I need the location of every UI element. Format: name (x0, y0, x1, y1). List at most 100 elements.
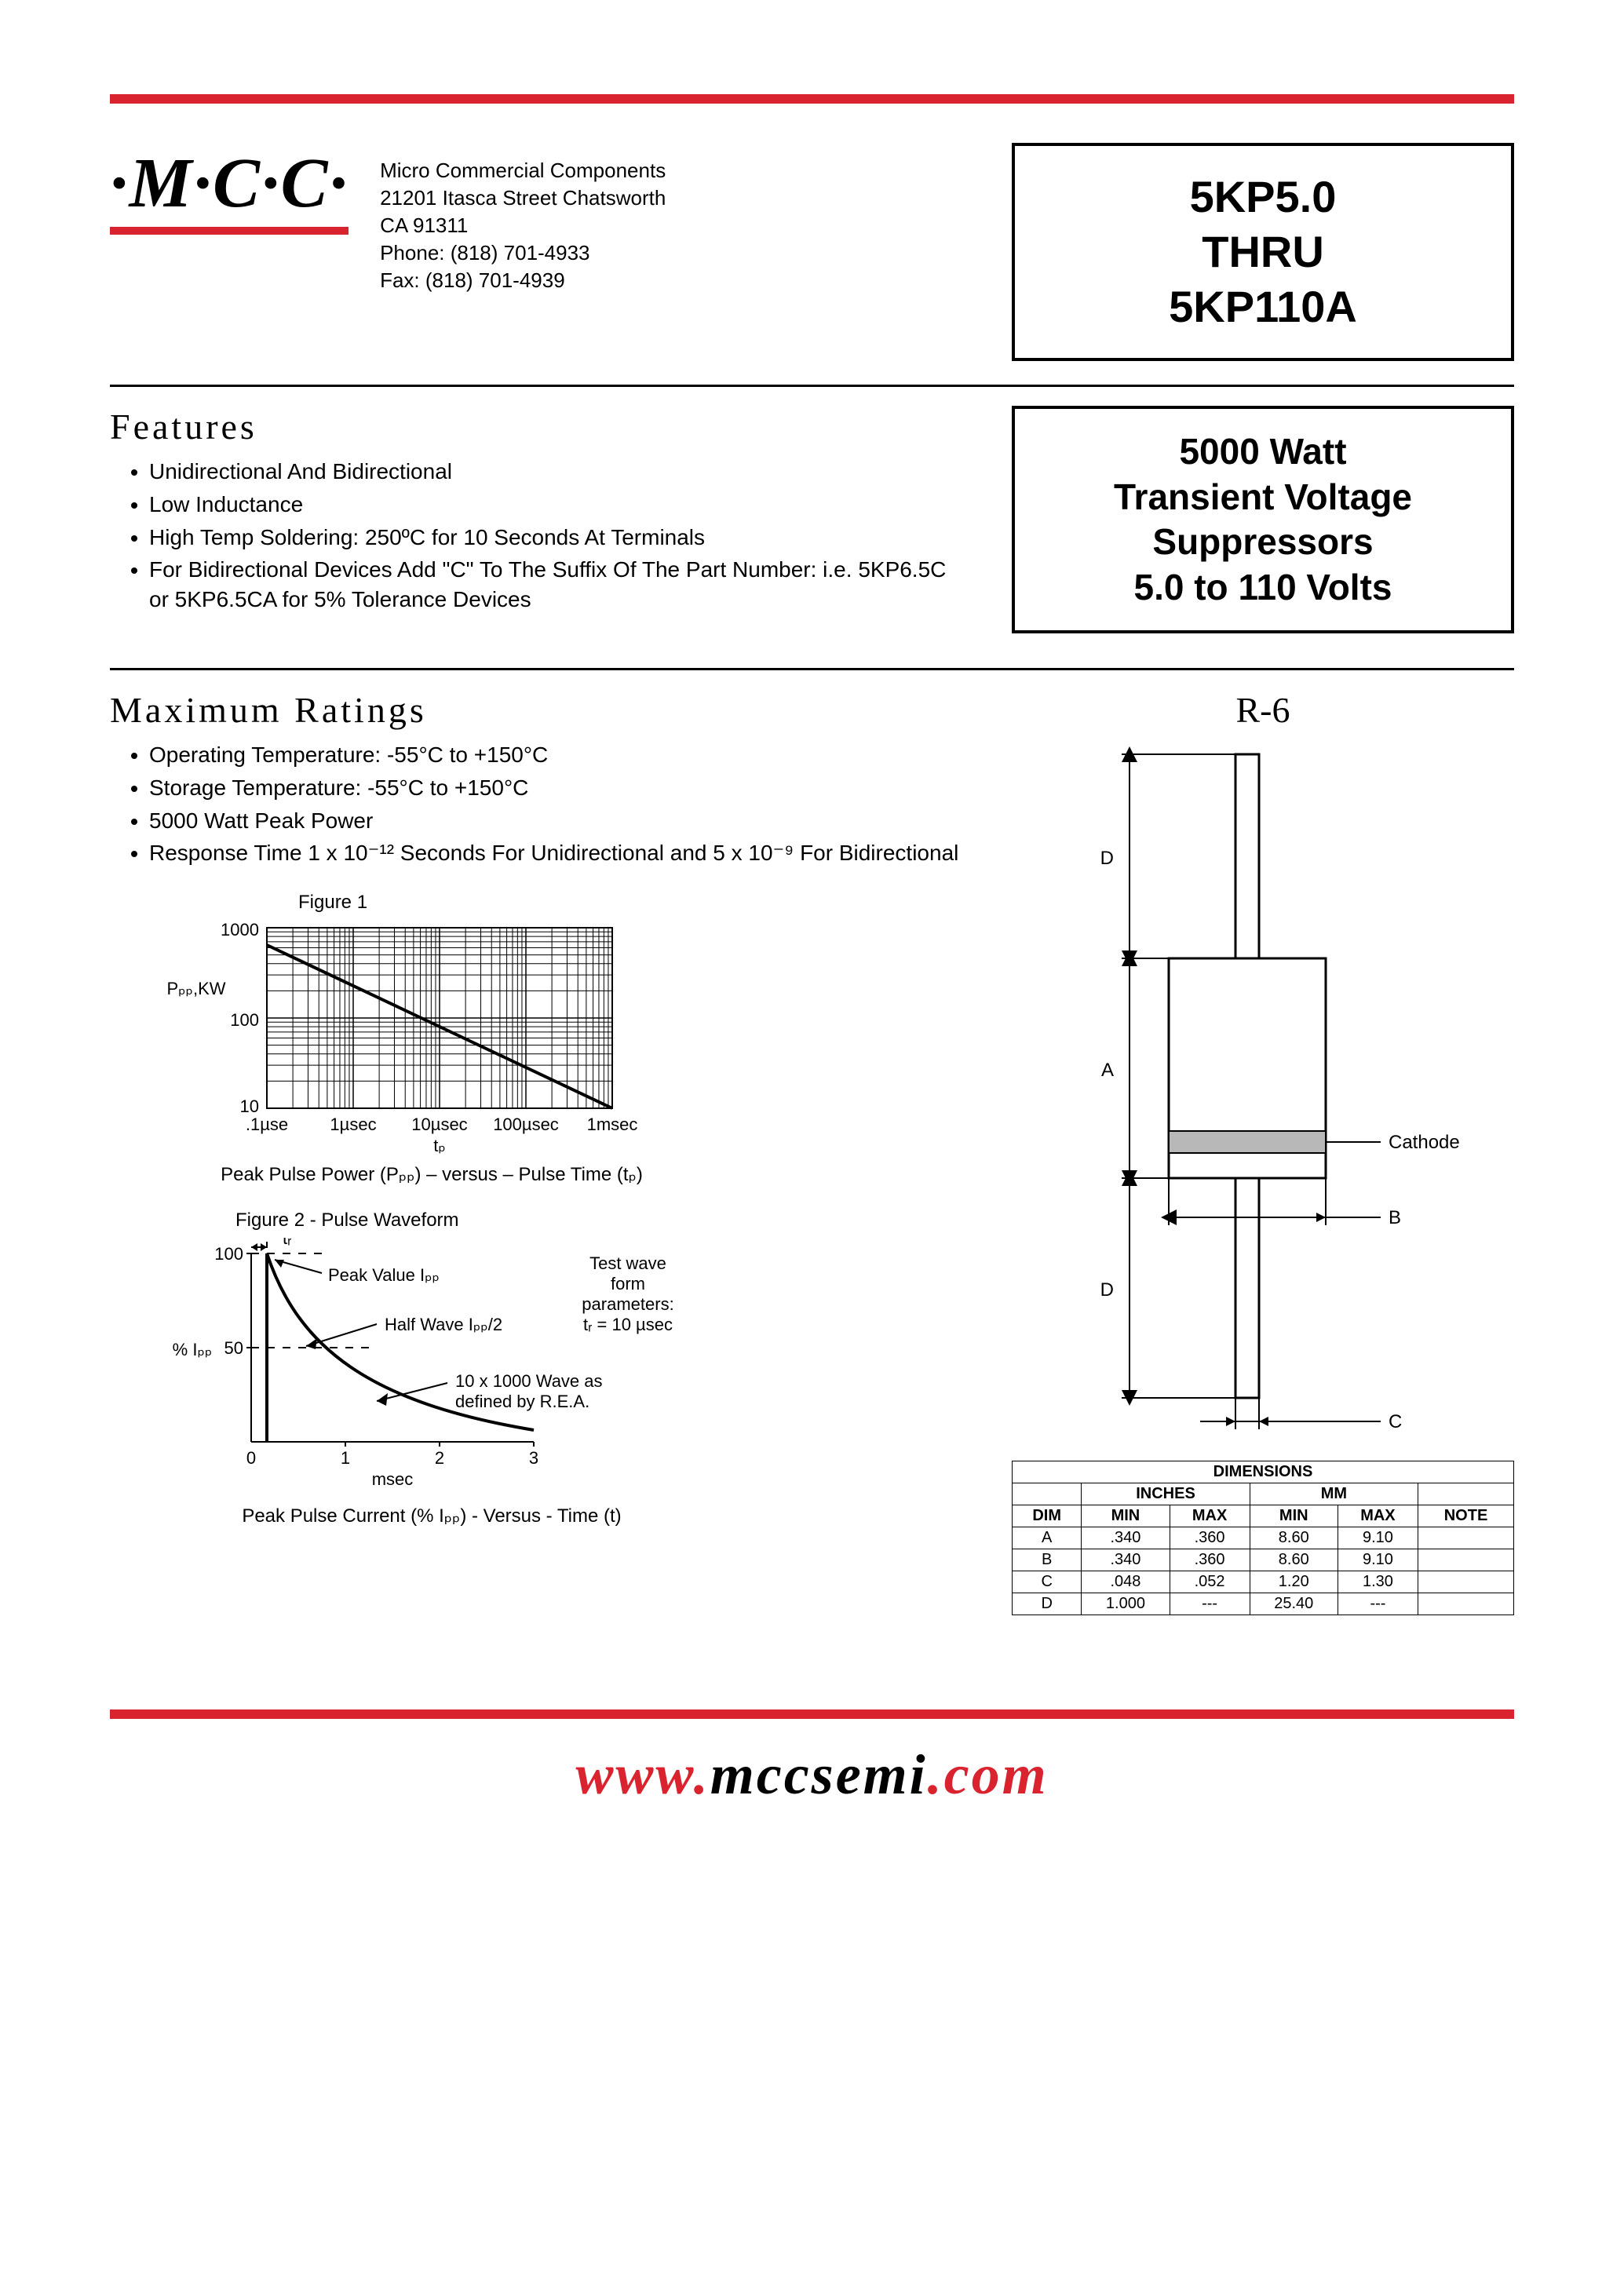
svg-text:Test wave: Test wave (589, 1253, 666, 1273)
svg-text:Half Wave Iₚₚ/2: Half Wave Iₚₚ/2 (385, 1315, 502, 1334)
body-row: Maximum Ratings Operating Temperature: -… (110, 689, 1514, 1615)
svg-text:.1µse: .1µse (246, 1115, 288, 1134)
dim-table-title: DIMENSIONS (1013, 1461, 1514, 1483)
rating-item: 5000 Watt Peak Power (149, 806, 965, 836)
svg-text:1µsec: 1µsec (330, 1115, 376, 1134)
header-row: ·M·C·C· Micro Commercial Components 2120… (110, 143, 1514, 361)
feature-item: For Bidirectional Devices Add "C" To The… (149, 555, 965, 615)
top-horizontal-rule (110, 94, 1514, 104)
dimensions-table: DIMENSIONS INCHES MM DIMMINMAXMINMAXNOTE… (1012, 1461, 1514, 1615)
feature-item: High Temp Soldering: 250ºC for 10 Second… (149, 523, 965, 553)
logo-underline (110, 227, 349, 235)
logo-block: ·M·C·C· (110, 143, 349, 235)
svg-text:10µsec: 10µsec (411, 1115, 467, 1134)
svg-text:tᵣ: tᵣ (283, 1238, 291, 1248)
dim-col-header: MAX (1170, 1505, 1250, 1527)
dim-cell (1418, 1593, 1514, 1615)
dim-cell: .340 (1082, 1527, 1170, 1549)
part-line-3: 5KP110A (1054, 279, 1472, 334)
company-fax: Fax: (818) 701-4939 (380, 267, 666, 294)
dim-cell: --- (1338, 1593, 1418, 1615)
rating-item: Operating Temperature: -55°C to +150°C (149, 740, 965, 770)
left-body-col: Maximum Ratings Operating Temperature: -… (110, 689, 965, 1615)
right-body-col: R-6 (1012, 689, 1514, 1615)
desc-line-3: Suppressors (1038, 520, 1487, 565)
fig1-title: Figure 1 (298, 892, 965, 914)
features-row: Features Unidirectional And Bidirectiona… (110, 406, 1514, 649)
fig2-title: Figure 2 - Pulse Waveform (235, 1210, 965, 1231)
dim-grp-inches: INCHES (1082, 1483, 1250, 1505)
svg-text:1: 1 (341, 1448, 350, 1468)
dim-col-header: MIN (1250, 1505, 1338, 1527)
svg-text:2: 2 (435, 1448, 444, 1468)
dim-cell: .340 (1082, 1549, 1170, 1571)
svg-text:1msec: 1msec (587, 1115, 638, 1134)
rating-item: Response Time 1 x 10⁻¹² Seconds For Unid… (149, 838, 965, 868)
dim-cell: 9.10 (1338, 1549, 1418, 1571)
fig2-svg: 100 50 % Iₚₚ 0 1 2 3 msec tᵣ Peak Value … (157, 1238, 832, 1497)
header-left: ·M·C·C· Micro Commercial Components 2120… (110, 143, 965, 361)
feature-item: Low Inductance (149, 490, 965, 520)
company-info: Micro Commercial Components 21201 Itasca… (380, 143, 666, 294)
table-row: D1.000---25.40--- (1013, 1593, 1514, 1615)
part-number-box: 5KP5.0 THRU 5KP110A (1012, 143, 1514, 361)
dim-cell: B (1013, 1549, 1082, 1571)
company-name: Micro Commercial Components (380, 157, 666, 184)
svg-text:1000: 1000 (221, 920, 259, 940)
part-line-1: 5KP5.0 (1054, 170, 1472, 224)
dim-cell: 9.10 (1338, 1527, 1418, 1549)
dim-col-header: MAX (1338, 1505, 1418, 1527)
dim-col-header: DIM (1013, 1505, 1082, 1527)
ratings-list: Operating Temperature: -55°C to +150°C S… (110, 740, 965, 868)
dim-d-label: D (1100, 848, 1114, 869)
svg-text:100µsec: 100µsec (493, 1115, 559, 1134)
fig1-svg: 1000 100 10 Pₚₚ,KW .1µse 1µsec 10µsec 10… (157, 920, 706, 1155)
dim-col-header: NOTE (1418, 1505, 1514, 1527)
footer-domain: mccsemi (710, 1743, 928, 1806)
dim-col-blank (1013, 1483, 1082, 1505)
svg-text:Peak Value Iₚₚ: Peak Value Iₚₚ (328, 1265, 440, 1285)
footer-tld: .com (928, 1743, 1049, 1806)
svg-text:100: 100 (230, 1010, 259, 1030)
dim-d2-label: D (1100, 1279, 1114, 1301)
dim-cell: 8.60 (1250, 1549, 1338, 1571)
svg-text:tₚ: tₚ (433, 1136, 446, 1155)
package-outline-svg: D A D Cathode B (1043, 739, 1483, 1445)
divider-1 (110, 385, 1514, 387)
dim-cell (1418, 1527, 1514, 1549)
cathode-label: Cathode (1389, 1132, 1460, 1153)
table-row: C.048.0521.201.30 (1013, 1571, 1514, 1593)
desc-col: 5000 Watt Transient Voltage Suppressors … (1012, 406, 1514, 649)
company-phone: Phone: (818) 701-4933 (380, 239, 666, 267)
fig2-caption: Peak Pulse Current (% Iₚₚ) - Versus - Ti… (157, 1505, 706, 1527)
dim-cell: 1.30 (1338, 1571, 1418, 1593)
footer-rule (110, 1709, 1514, 1719)
rating-item: Storage Temperature: -55°C to +150°C (149, 773, 965, 803)
dim-cell: --- (1170, 1593, 1250, 1615)
svg-text:100: 100 (214, 1244, 243, 1264)
fig1-caption: Peak Pulse Power (Pₚₚ) – versus – Pulse … (157, 1163, 706, 1186)
dim-cell: 25.40 (1250, 1593, 1338, 1615)
features-title: Features (110, 406, 965, 447)
logo-text: ·M·C·C· (110, 143, 349, 224)
svg-text:Pₚₚ,KW: Pₚₚ,KW (166, 979, 225, 998)
part-line-2: THRU (1054, 224, 1472, 279)
footer-www: www. (575, 1743, 710, 1806)
dim-cell: D (1013, 1593, 1082, 1615)
description-box: 5000 Watt Transient Voltage Suppressors … (1012, 406, 1514, 633)
svg-text:10 x 1000 Wave as: 10 x 1000 Wave as (455, 1371, 603, 1391)
ratings-title: Maximum Ratings (110, 689, 965, 731)
dim-cell: .360 (1170, 1527, 1250, 1549)
svg-text:0: 0 (246, 1448, 256, 1468)
dim-cell: 8.60 (1250, 1527, 1338, 1549)
company-addr1: 21201 Itasca Street Chatsworth (380, 184, 666, 212)
dim-cell: C (1013, 1571, 1082, 1593)
package-label: R-6 (1012, 689, 1514, 731)
svg-text:msec: msec (372, 1469, 414, 1489)
svg-text:50: 50 (224, 1338, 243, 1358)
company-addr2: CA 91311 (380, 212, 666, 239)
figure-2: Figure 2 - Pulse Waveform (157, 1210, 965, 1527)
dim-cell (1418, 1549, 1514, 1571)
svg-text:10: 10 (240, 1096, 259, 1116)
feature-item: Unidirectional And Bidirectional (149, 457, 965, 487)
